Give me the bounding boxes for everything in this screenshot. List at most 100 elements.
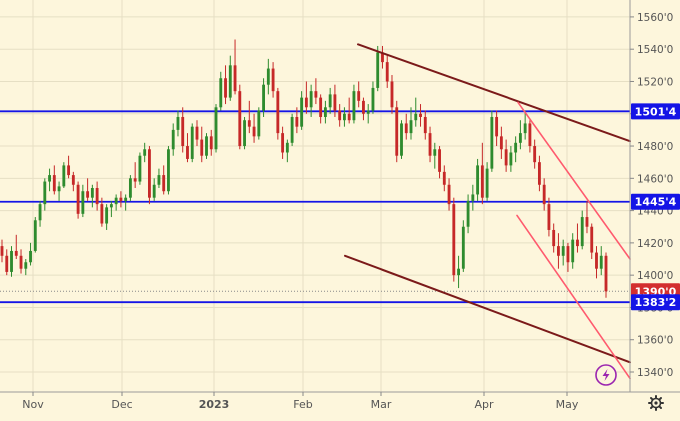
candle-body [557,246,560,256]
candle-body [381,52,384,63]
candle-body [452,204,456,276]
candle-body [333,94,337,111]
candle-body [95,188,99,205]
x-tick-label: Nov [22,398,44,411]
candle-body [314,91,318,98]
candle [371,81,375,114]
candle [342,107,346,127]
candle [442,165,446,192]
candle-body [504,149,508,166]
candle [452,197,456,282]
candle [5,249,9,276]
candle-body [257,110,261,137]
candle-body [67,165,71,176]
candle [95,181,99,211]
candle [409,107,413,140]
candle [533,139,537,169]
x-tick-label: 2023 [199,398,230,411]
candle [90,184,94,208]
price-tag: 1383'2 [631,294,680,311]
candle-body [38,204,42,221]
candle [590,223,594,260]
candle-body [514,142,518,153]
candle-body [124,197,128,201]
price-tag-label: 1383'2 [635,296,677,309]
candle [557,233,560,269]
candle [33,217,37,253]
candle [133,162,137,188]
candle-body [423,116,427,134]
y-tick-label: 1460'0 [637,173,673,185]
candle-body [566,246,570,263]
candle-body [342,113,346,121]
candle [599,246,603,276]
candle [400,120,403,159]
candle [323,100,327,124]
candle [357,81,361,108]
x-tick-label: Mar [371,398,392,411]
candle [19,249,23,274]
candle [499,126,503,159]
lightning-icon[interactable] [595,364,617,386]
candle-body [176,116,180,130]
candle-body [537,162,541,185]
candle [200,126,204,163]
candle [138,152,142,185]
y-tick-label: 1340'0 [637,367,673,379]
candle-body [48,175,51,182]
candle-body [309,91,313,108]
candle-body [214,107,218,150]
candle-body [561,246,565,256]
candle [457,255,460,289]
candle [48,168,51,192]
candle-body [105,207,109,224]
candle-body [371,87,375,111]
candle-body [205,136,208,156]
candle-body [228,65,232,98]
candle [219,71,223,111]
candle [214,104,218,153]
candle [128,175,132,201]
settings-gear-icon[interactable] [648,395,664,411]
candle [571,233,575,269]
price-tag-label: 1501'4 [635,105,677,118]
candle-body [466,200,470,227]
candle-body [262,84,266,111]
candle [195,120,199,147]
candle [176,110,180,137]
candle [438,146,441,179]
candle [10,246,13,277]
candle [148,146,151,205]
candle-body [576,239,579,247]
time-axis[interactable]: Nov Dec 2023 Feb Mar Apr May [22,392,579,411]
candle-body [547,204,551,230]
x-tick-label: Feb [293,398,312,411]
candle [319,94,323,124]
candle [247,100,251,134]
candle-body [281,133,285,153]
candle [528,120,532,153]
candle [100,197,104,227]
candle [518,120,522,150]
candle [119,191,123,208]
candle [514,136,518,163]
y-tick-label: 1480'0 [637,141,673,153]
candle-body [457,268,460,276]
candle [186,133,189,163]
candle [385,55,389,88]
candle [376,45,380,92]
candle-body [295,116,299,127]
candle-body [24,262,28,269]
candle [309,84,313,117]
candle [281,126,285,159]
trendline [357,43,631,143]
candle-body [338,110,342,121]
candle-body [404,123,408,134]
candle-body [247,120,251,127]
candle [162,165,166,195]
candle [81,184,85,218]
candle-body [171,129,175,150]
candle [604,252,608,298]
price-tag-box [631,193,680,210]
